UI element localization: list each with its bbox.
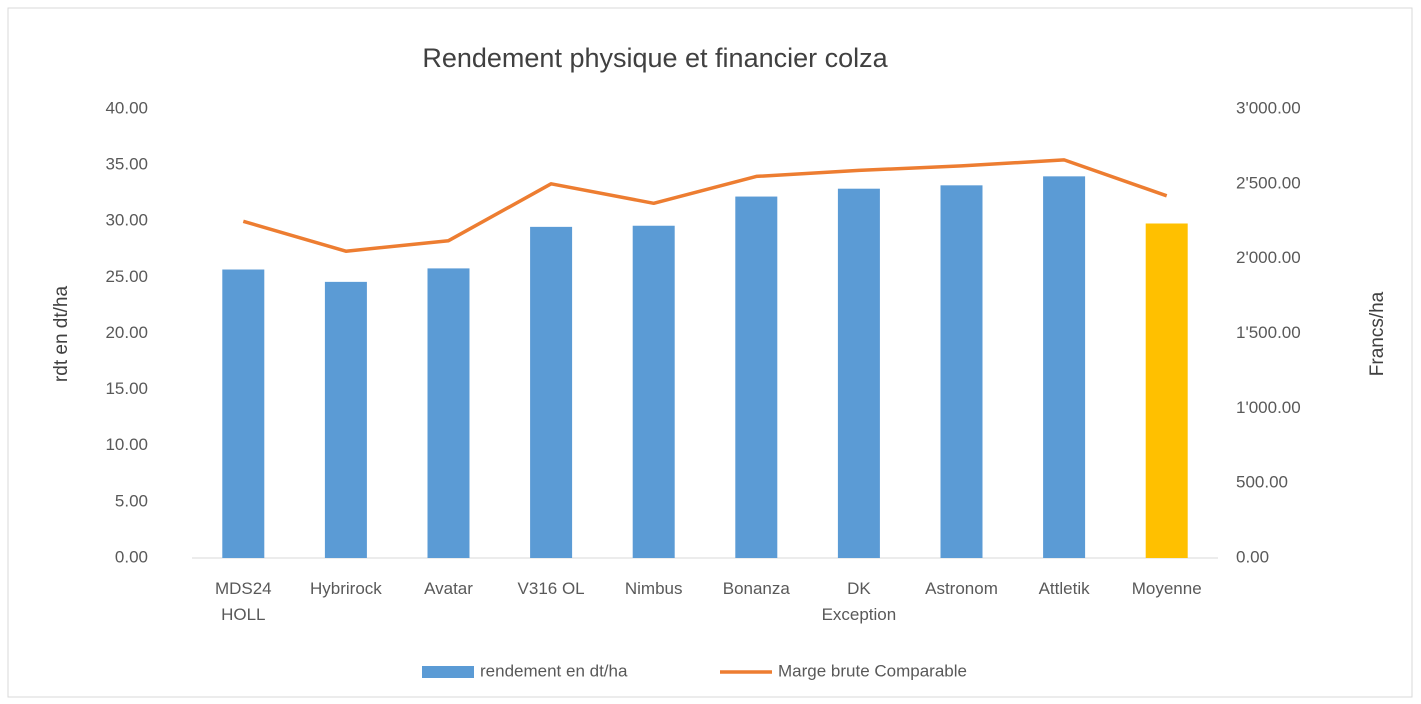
bar <box>1145 223 1188 558</box>
legend-label: Marge brute Comparable <box>778 661 967 680</box>
y-tick-label: 35.00 <box>105 155 148 174</box>
x-tick-label: Attletik <box>1039 579 1091 598</box>
line <box>242 158 1168 253</box>
y-tick-label: 30.00 <box>105 211 148 230</box>
legend-label: rendement en dt/ha <box>480 661 628 680</box>
bar <box>222 269 265 558</box>
x-tick-label: DK Exception <box>822 579 897 624</box>
x-tick-label: Hybrirock <box>310 579 382 598</box>
y2-tick-label: 500.00 <box>1236 473 1288 492</box>
y-axis-title: rdt en dt/ha <box>51 286 72 383</box>
bar <box>324 281 367 558</box>
y2-tick-label: 1'000.00 <box>1236 398 1301 417</box>
bar <box>940 185 983 558</box>
y-tick-label: 5.00 <box>115 491 148 510</box>
y2-tick-label: 3'000.00 <box>1236 98 1301 117</box>
x-tick-label: Avatar <box>424 579 473 598</box>
y2-tick-label: 0.00 <box>1236 547 1269 566</box>
y2-tick-label: 2'500.00 <box>1236 173 1301 192</box>
y-tick-label: 20.00 <box>105 323 148 342</box>
x-tick-label: MDS24 HOLL <box>215 579 272 624</box>
bar <box>1043 176 1086 558</box>
y2-tick-label: 1'500.00 <box>1236 323 1301 342</box>
x-tick-label: V316 OL <box>518 579 585 598</box>
y2-axis-title: Francs/ha <box>1367 291 1388 376</box>
bar <box>837 188 880 558</box>
bar <box>632 225 675 559</box>
bar <box>427 268 470 558</box>
bar <box>735 196 778 558</box>
y-tick-label: 10.00 <box>105 435 148 454</box>
x-tick-label: Moyenne <box>1132 579 1202 598</box>
x-tick-label: Nimbus <box>625 579 683 598</box>
y-tick-label: 15.00 <box>105 379 148 398</box>
x-tick-label: Bonanza <box>723 579 791 598</box>
legend-swatch <box>422 666 474 678</box>
chart-title: Rendement physique et financier colza <box>422 43 888 73</box>
y-tick-label: 0.00 <box>115 547 148 566</box>
y-tick-label: 40.00 <box>105 98 148 117</box>
y-tick-label: 25.00 <box>105 267 148 286</box>
x-tick-label: Astronom <box>925 579 998 598</box>
bar <box>530 226 573 559</box>
y2-tick-label: 2'000.00 <box>1236 248 1301 267</box>
